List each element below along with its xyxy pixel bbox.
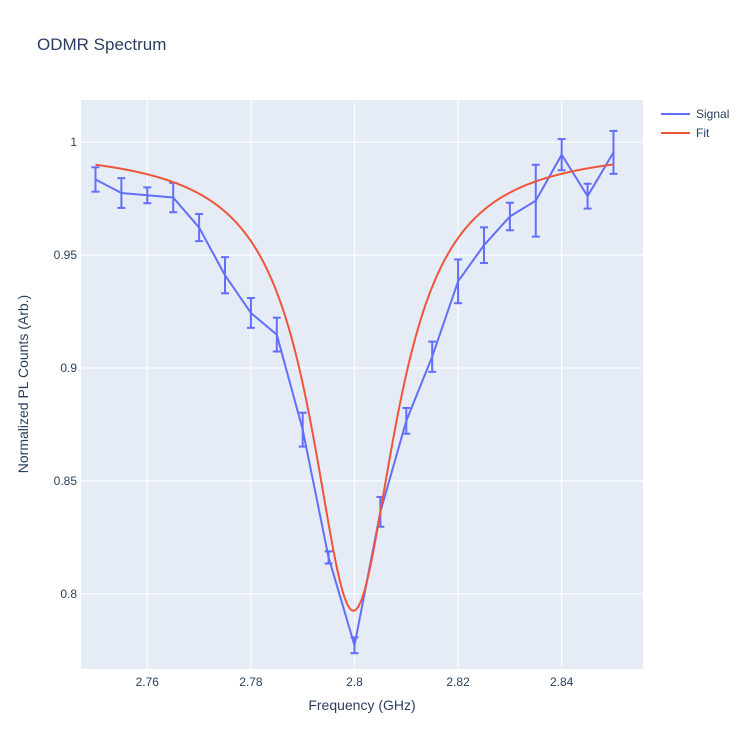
y-tick-label: 0.95 <box>54 248 78 262</box>
signal-point <box>220 256 229 295</box>
y-tick-label: 0.9 <box>60 361 77 375</box>
signal-point <box>402 406 411 435</box>
signal-point <box>583 182 592 210</box>
x-axis-title: Frequency (GHz) <box>308 697 415 713</box>
legend-item-fit[interactable]: Fit <box>661 126 710 140</box>
legend[interactable]: Signal Fit <box>661 107 729 140</box>
signal-point <box>117 177 126 209</box>
legend-label-fit: Fit <box>696 126 710 140</box>
y-tick-label: 0.8 <box>60 587 77 601</box>
legend-item-signal[interactable]: Signal <box>661 107 729 121</box>
y-tick-label: 0.85 <box>54 474 78 488</box>
signal-point <box>479 226 488 265</box>
y-axis-ticks: 0.8 0.85 0.9 0.95 1 <box>54 135 78 601</box>
x-tick-label: 2.84 <box>550 675 574 689</box>
x-tick-label: 2.8 <box>346 675 363 689</box>
signal-point <box>428 340 437 373</box>
plot-area <box>81 100 643 669</box>
signal-point <box>350 636 359 655</box>
legend-label-signal: Signal <box>696 107 729 121</box>
y-tick-label: 1 <box>70 135 77 149</box>
signal-point <box>272 316 281 353</box>
signal-point <box>324 550 333 565</box>
y-axis-title: Normalized PL Counts (Arb.) <box>15 295 31 473</box>
signal-point <box>531 163 540 238</box>
x-tick-label: 2.76 <box>136 675 160 689</box>
x-axis-ticks: 2.76 2.78 2.8 2.82 2.84 <box>136 675 574 689</box>
signal-point <box>609 129 618 175</box>
signal-point <box>298 411 307 448</box>
signal-point <box>505 201 514 232</box>
fit-line <box>95 163 614 612</box>
signal-point <box>143 186 152 205</box>
signal-point <box>195 213 204 243</box>
x-tick-label: 2.82 <box>446 675 470 689</box>
grid-lines <box>81 100 643 669</box>
signal-point <box>246 297 255 329</box>
signal-point <box>454 258 463 305</box>
signal-point <box>557 138 566 172</box>
series-layer <box>91 129 618 655</box>
signal-point <box>91 166 100 193</box>
chart-title: ODMR Spectrum <box>37 35 166 54</box>
x-tick-label: 2.78 <box>239 675 263 689</box>
